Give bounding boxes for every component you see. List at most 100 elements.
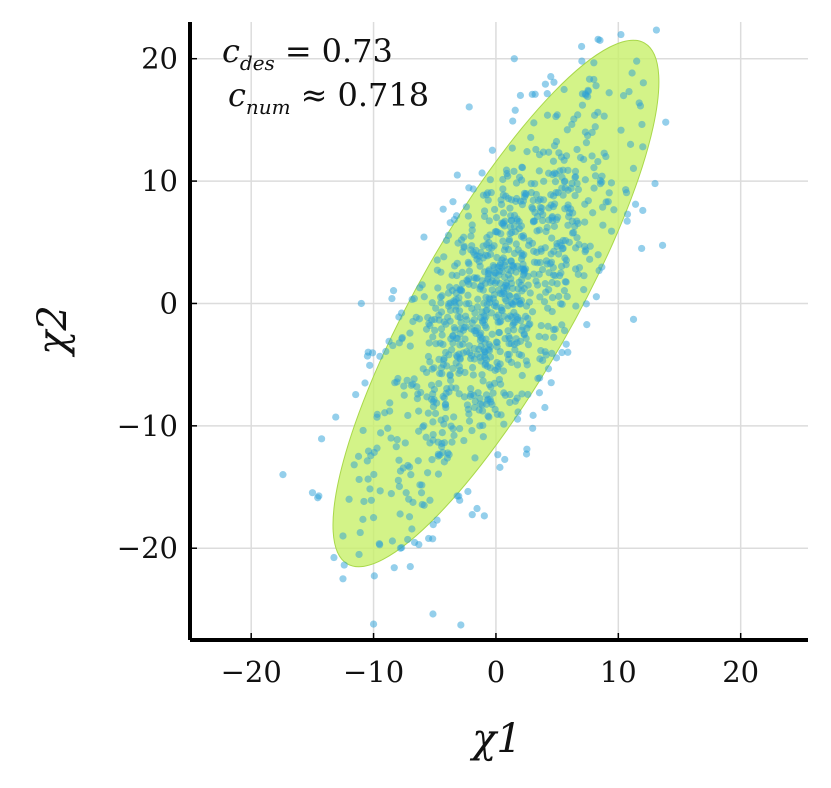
data-point xyxy=(403,376,411,384)
data-point xyxy=(434,450,442,458)
data-point xyxy=(501,455,509,464)
data-point xyxy=(476,336,484,345)
data-point xyxy=(481,353,489,362)
data-point xyxy=(582,300,590,308)
data-point xyxy=(568,179,576,187)
data-point xyxy=(375,540,383,548)
data-point xyxy=(573,179,581,188)
data-point xyxy=(451,326,459,334)
data-point xyxy=(455,307,464,315)
data-point xyxy=(594,157,602,166)
data-point xyxy=(467,232,475,240)
data-point xyxy=(588,152,596,160)
data-point xyxy=(394,374,402,383)
data-point xyxy=(544,322,552,330)
data-point xyxy=(522,357,530,365)
data-point xyxy=(480,207,489,215)
data-point xyxy=(354,452,363,460)
data-point xyxy=(539,356,547,365)
data-point xyxy=(479,377,487,385)
data-point xyxy=(536,258,544,267)
data-point xyxy=(548,307,556,316)
y-tick-label: 20 xyxy=(141,42,178,76)
data-point xyxy=(507,298,515,307)
data-point xyxy=(400,391,408,399)
data-point xyxy=(557,269,565,277)
data-point xyxy=(586,255,594,263)
data-point xyxy=(631,200,640,208)
data-point xyxy=(500,420,508,428)
data-point xyxy=(507,257,515,265)
data-point xyxy=(373,410,381,418)
data-point xyxy=(503,169,511,178)
data-point xyxy=(529,424,537,432)
data-point xyxy=(486,353,495,361)
data-point xyxy=(438,331,446,339)
data-point xyxy=(501,273,509,281)
data-point xyxy=(468,226,476,234)
data-point xyxy=(505,340,513,348)
data-point xyxy=(571,191,579,200)
data-point xyxy=(543,90,551,98)
data-point xyxy=(532,277,540,285)
data-point xyxy=(428,316,436,324)
data-point xyxy=(513,361,522,369)
data-point xyxy=(574,270,582,278)
data-point xyxy=(494,311,502,319)
data-point xyxy=(514,285,522,293)
data-point xyxy=(617,126,625,134)
data-point xyxy=(551,178,560,186)
data-point xyxy=(450,431,458,439)
data-point xyxy=(420,422,428,430)
data-point xyxy=(561,236,570,245)
data-point xyxy=(459,349,467,357)
data-point xyxy=(441,414,450,423)
data-point xyxy=(584,197,592,205)
data-point xyxy=(398,333,406,342)
data-point xyxy=(339,575,347,583)
data-point xyxy=(513,217,521,225)
data-point xyxy=(589,209,597,217)
data-point xyxy=(639,143,647,151)
data-point xyxy=(530,270,538,278)
data-point xyxy=(444,449,452,457)
data-point xyxy=(536,293,544,301)
data-point xyxy=(513,394,521,402)
data-point xyxy=(440,253,448,261)
data-point xyxy=(491,205,499,214)
data-point xyxy=(538,204,546,212)
data-point xyxy=(480,212,489,221)
data-point xyxy=(355,550,363,559)
data-point xyxy=(541,403,549,412)
data-point xyxy=(426,496,434,504)
data-point xyxy=(422,433,430,441)
data-point xyxy=(514,408,522,416)
x-tick-label: −10 xyxy=(343,655,404,689)
data-point xyxy=(501,242,510,251)
data-point xyxy=(529,218,538,226)
data-point xyxy=(545,148,553,156)
data-point xyxy=(499,185,507,193)
data-point xyxy=(504,355,513,364)
data-point xyxy=(516,91,525,100)
data-point xyxy=(590,59,598,67)
data-point xyxy=(522,334,530,342)
data-point xyxy=(471,309,479,317)
data-point xyxy=(467,351,476,360)
data-point xyxy=(439,392,447,401)
data-point xyxy=(590,184,598,192)
data-point xyxy=(639,79,647,87)
data-point xyxy=(617,30,625,39)
data-point xyxy=(509,117,517,125)
data-point xyxy=(480,512,488,520)
data-point xyxy=(607,227,616,235)
data-point xyxy=(437,299,445,307)
data-point xyxy=(467,246,475,254)
y-tick-label: −20 xyxy=(117,531,178,565)
y-tick-label: −10 xyxy=(117,409,178,443)
data-point xyxy=(511,106,519,114)
data-point xyxy=(447,376,455,385)
data-point xyxy=(517,317,525,325)
data-point xyxy=(470,281,478,290)
